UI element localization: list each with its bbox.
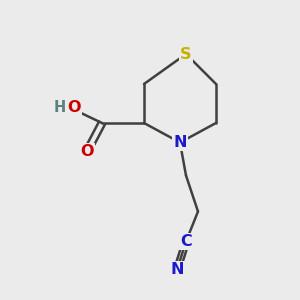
Text: O: O [80,144,94,159]
Text: C: C [180,234,192,249]
Text: N: N [170,262,184,278]
Text: N: N [173,135,187,150]
Text: ·: · [65,98,70,112]
Text: H: H [54,100,66,116]
Text: S: S [180,46,192,62]
Text: O: O [68,100,81,116]
